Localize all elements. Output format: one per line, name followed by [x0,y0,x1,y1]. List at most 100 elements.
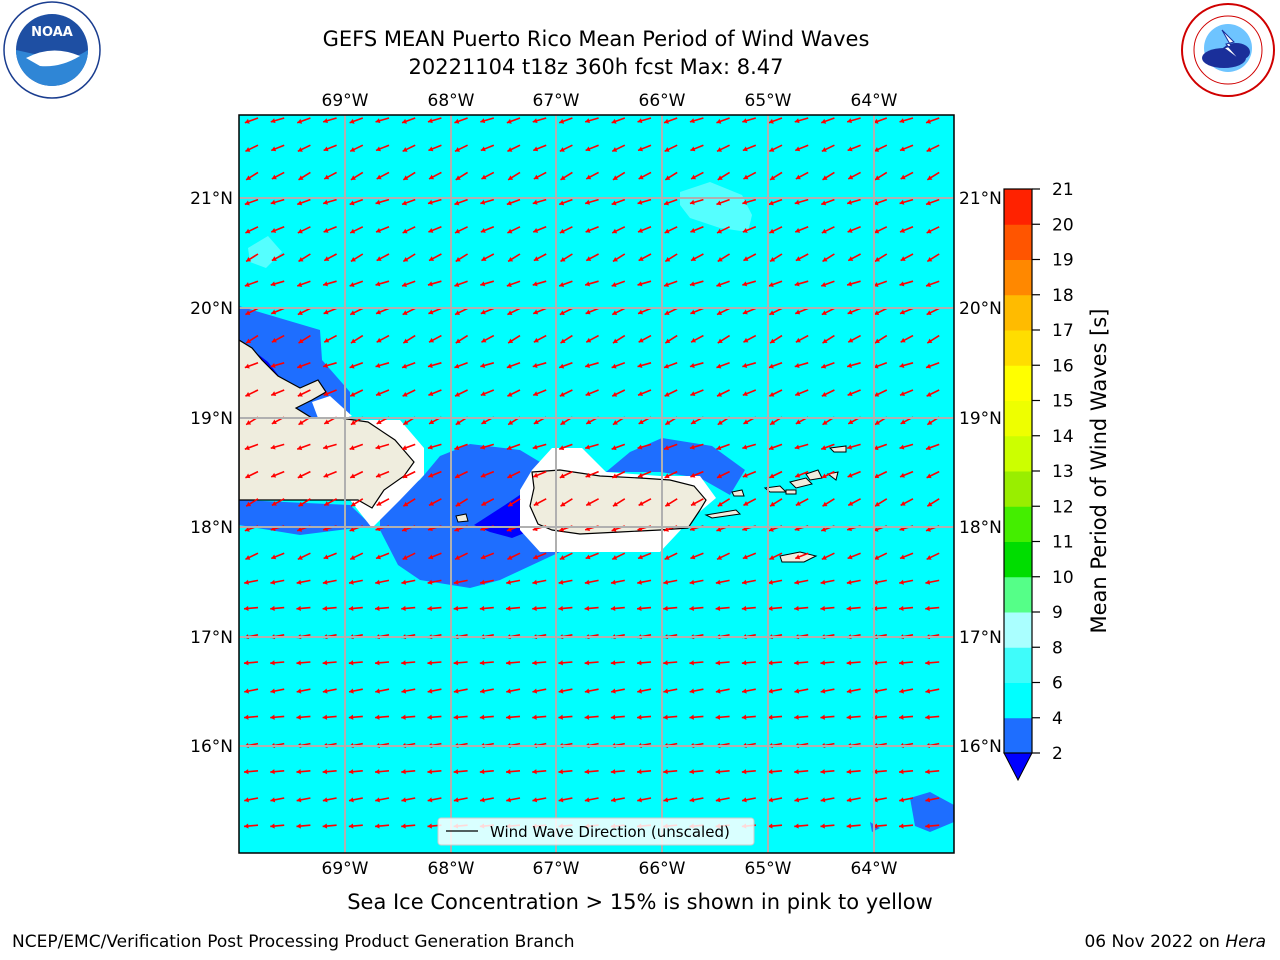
wind-wave-arrowhead [480,309,486,315]
wind-wave-arrowhead [900,501,906,506]
wind-wave-arrowhead [271,228,277,233]
wind-wave-arrowhead [376,554,381,560]
wind-wave-arrowhead [612,256,618,262]
wind-wave-arrowhead [821,200,827,206]
colorbar-label: Mean Period of Wind Waves [s] [1087,309,1111,634]
wind-wave-arrowhead [375,281,381,287]
wind-wave-arrowhead [794,823,799,829]
wind-wave-arrowhead [559,200,565,206]
wind-wave-arrowhead [246,175,252,180]
colorbar: 2 4 6 8 9 10 11 12 13 14 15 16 17 18 19 20 21 Mean Perio… [1003,180,1111,782]
wind-wave-arrowhead [246,256,252,262]
wind-wave-arrowhead [742,472,748,478]
wind-wave-arrowhead [665,420,671,425]
wind-wave-arrowhead [481,256,487,261]
wind-wave-arrowhead [559,391,565,397]
wind-wave-arrowhead [846,688,852,694]
wind-wave-arrowhead [768,769,773,775]
wind-wave-arrowhead [270,769,275,775]
wind-wave-arrowhead [244,118,250,124]
wind-wave-arrowhead [481,419,487,425]
wind-wave-arrowhead [429,174,435,180]
wind-wave-arrowhead [742,199,748,205]
wind-wave-arrowhead [271,174,277,180]
wind-wave-arrowhead [664,363,669,369]
wind-wave-arrowhead [638,472,643,478]
wind-wave-arrowhead [246,420,252,425]
colorbar-cell [1004,259,1032,296]
wind-wave-arrowhead [925,605,930,612]
wind-wave-arrowhead [271,256,277,261]
wind-wave-arrowhead [270,579,276,585]
wind-wave-arrowhead [244,688,249,694]
wind-wave-arrowhead [296,660,301,666]
wind-wave-arrowhead [559,282,565,287]
wind-wave-arrowhead [403,175,409,180]
wind-wave-arrowhead [820,823,825,829]
wind-wave-arrowhead [533,309,539,315]
wind-wave-arrowhead [323,444,328,450]
wind-wave-arrowhead [532,769,537,775]
wind-wave-arrowhead [795,309,801,315]
wind-wave-arrowhead [715,660,721,666]
wind-wave-arrowhead [402,555,408,560]
wind-wave-arrowhead [402,310,408,315]
wind-wave-arrowhead [926,118,931,124]
wind-wave-arrowhead [427,823,432,829]
wind-wave-arrowhead [925,797,931,803]
wind-wave-arrowhead [428,228,434,233]
wind-wave-arrowhead [480,579,485,585]
lon-label-bottom: 65°W [745,859,792,879]
wind-wave-arrowhead [401,688,407,694]
wind-wave-arrowhead [664,391,670,397]
wind-wave-arrowhead [715,714,721,720]
wind-wave-arrowhead [794,281,800,287]
footer-date-text: 06 Nov 2022 on [1084,932,1226,952]
wind-wave-arrowhead [638,174,644,180]
wind-wave-arrowhead [900,228,905,233]
wind-wave-arrowhead [585,309,591,315]
wind-wave-arrowhead [925,823,930,829]
wind-wave-arrowhead [821,282,827,287]
wind-wave-arrowhead [298,338,304,344]
wind-wave-arrowhead [427,281,433,287]
wind-wave-arrowhead [822,501,828,507]
wind-wave-arrowhead [742,579,747,585]
wind-wave-arrowhead [271,554,277,560]
wind-wave-arrowhead [560,256,566,262]
wind-wave-arrowhead [322,797,328,803]
wind-wave-arrowhead [612,501,618,507]
wind-wave-arrowhead [585,228,591,233]
wind-wave-arrowhead [872,769,878,775]
wind-wave-arrowhead [768,363,774,369]
wind-wave-arrowhead [533,472,539,478]
wind-wave-arrowhead [899,118,905,124]
wind-wave-arrowhead [717,256,723,262]
wind-wave-arrowhead [794,199,800,205]
wind-wave-arrowhead [506,445,512,451]
wind-wave-arrowhead [663,660,668,666]
wind-wave-arrowhead [927,256,933,262]
nws-logo [1181,3,1275,97]
colorbar-tick-label: 14 [1052,427,1074,447]
wind-wave-arrowhead [245,473,251,479]
lat-label-right: 19°N [959,409,1002,429]
wind-wave-arrowhead [848,419,854,425]
wind-wave-arrowhead [873,579,878,585]
wind-wave-arrowhead [874,338,880,344]
wind-wave-arrowhead [742,146,748,152]
wind-wave-arrowhead [820,660,825,666]
wind-wave-arrowhead [820,797,826,803]
wind-wave-arrowhead [770,256,776,262]
wind-wave-arrowhead [610,769,616,775]
wind-wave-arrowhead [874,420,880,425]
wind-wave-arrowhead [245,391,251,397]
wind-wave-arrowhead [874,256,880,262]
wind-wave-arrowhead [508,501,514,507]
colorbar-tick-label: 10 [1052,568,1074,588]
wind-wave-arrowhead [271,472,277,478]
wind-wave-arrowhead [427,444,433,450]
wind-wave-arrowhead [899,363,905,368]
wind-wave-arrowhead [349,445,355,451]
lon-label-top: 67°W [533,91,580,111]
